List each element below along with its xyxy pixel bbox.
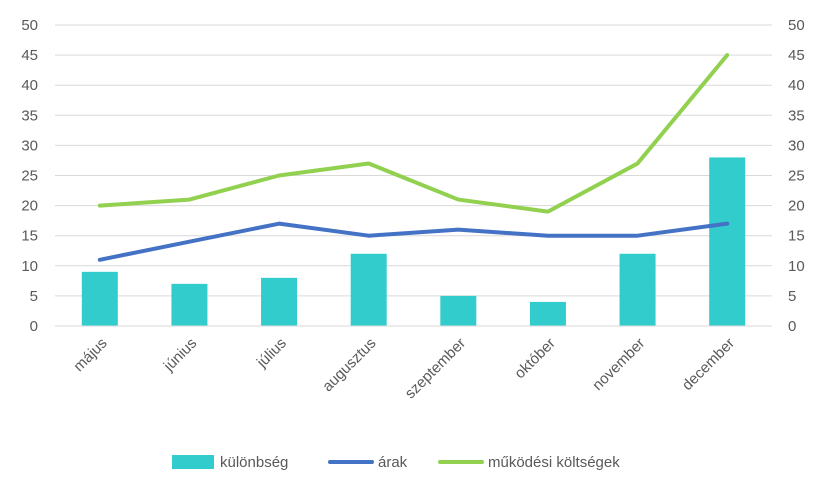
bar-kulonbseg	[81, 271, 118, 326]
y-tick-label-left: 5	[30, 288, 38, 305]
y-tick-label-right: 0	[788, 318, 796, 335]
y-tick-label-left: 30	[21, 137, 38, 154]
y-tick-label-left: 10	[21, 258, 38, 275]
x-tick-label: október	[511, 335, 558, 382]
y-tick-label-right: 50	[788, 17, 805, 34]
bar-kulonbseg	[529, 301, 566, 326]
legend-label: árak	[378, 454, 408, 471]
y-tick-label-right: 10	[788, 258, 805, 275]
bar-kulonbseg	[709, 157, 746, 326]
y-tick-label-right: 35	[788, 107, 805, 124]
y-tick-label-left: 40	[21, 77, 38, 94]
y-tick-label-left: 15	[21, 228, 38, 245]
x-tick-label: november	[589, 335, 648, 394]
y-tick-label-left: 50	[21, 17, 38, 34]
y-tick-label-right: 5	[788, 288, 796, 305]
line-series	[97, 53, 730, 262]
bar-kulonbseg	[171, 283, 208, 326]
y-tick-label-right: 40	[788, 77, 805, 94]
bar-kulonbseg	[440, 295, 477, 326]
bar-kulonbseg	[261, 277, 298, 326]
y-tick-label-right: 25	[788, 168, 805, 185]
y-tick-label-left: 35	[21, 107, 38, 124]
y-tick-label-left: 45	[21, 47, 38, 64]
legend-swatch-kulonbseg	[172, 455, 214, 469]
bar-kulonbseg	[350, 253, 387, 326]
x-tick-label: szeptember	[402, 335, 469, 402]
x-axis: május június július augusztus szeptember októ…	[55, 325, 772, 402]
y-tick-label-right: 20	[788, 198, 805, 215]
legend-label: működési költségek	[488, 454, 620, 471]
y-tick-label-left: 0	[30, 318, 38, 335]
bar-series	[81, 157, 746, 326]
x-tick-label: június	[160, 335, 200, 375]
y-tick-label-right: 45	[788, 47, 805, 64]
legend-label: különbség	[220, 454, 288, 471]
y-axis-left: 0 5 10 15 20 25 30 35 40 45 50	[21, 17, 38, 335]
y-tick-label-right: 15	[788, 228, 805, 245]
x-tick-label: május	[70, 335, 110, 375]
y-tick-label-left: 20	[21, 198, 38, 215]
x-tick-label: augusztus	[319, 335, 379, 395]
y-tick-label-left: 25	[21, 168, 38, 185]
gridlines	[55, 24, 772, 327]
x-tick-label: július	[253, 335, 290, 372]
legend: különbség árak működési költségek	[172, 454, 620, 471]
bar-kulonbseg	[619, 253, 656, 326]
y-axis-right: 0 5 10 15 20 25 30 35 40 45 50	[788, 17, 805, 335]
series-line-2	[97, 53, 730, 214]
x-tick-label: december	[679, 335, 738, 394]
y-tick-label-right: 30	[788, 137, 805, 154]
series-line-1	[97, 221, 730, 262]
